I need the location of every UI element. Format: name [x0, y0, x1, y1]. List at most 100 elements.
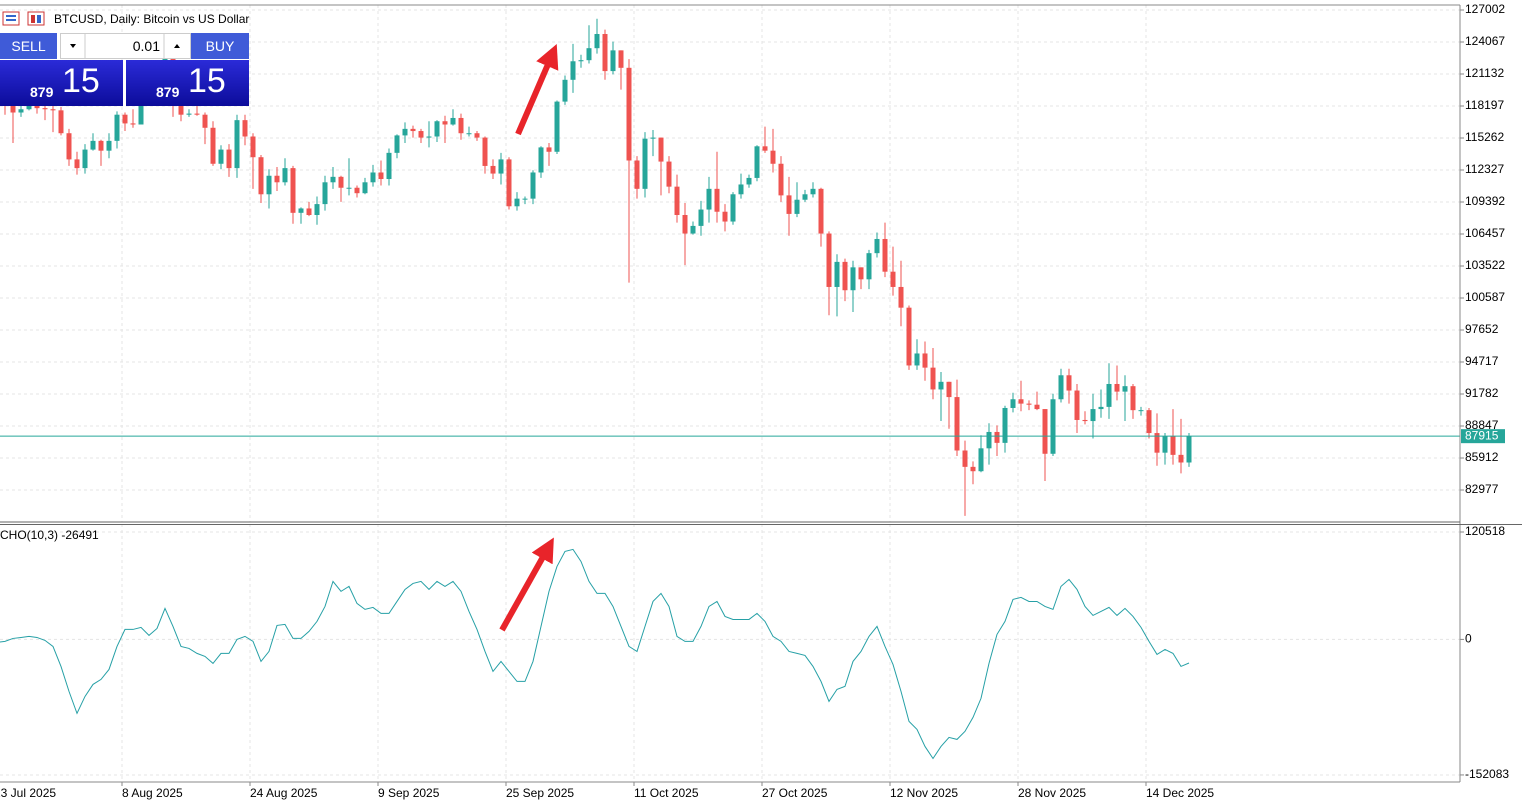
candle-body [730, 194, 736, 222]
candle-body [58, 110, 64, 134]
candle-body [546, 147, 552, 152]
candle-body [786, 195, 792, 214]
candle-body [1010, 399, 1016, 408]
icon [27, 11, 45, 26]
buy-button[interactable]: BUY [191, 33, 249, 59]
candle-body [1146, 410, 1152, 434]
x-tick-label: 11 Oct 2025 [634, 786, 699, 800]
candle-body [306, 208, 312, 215]
candle-body [650, 137, 656, 139]
candle-body [1114, 383, 1120, 392]
candle-body [122, 114, 128, 124]
candle-body [874, 238, 880, 254]
sell-button[interactable]: SELL [0, 33, 57, 59]
candle-body [1130, 386, 1136, 411]
indicator-label: CHO(10,3) -26491 [0, 528, 99, 542]
candle-body [450, 117, 456, 125]
candle-body [482, 137, 488, 166]
candle-body [970, 466, 976, 472]
candle-body [506, 159, 512, 207]
y-tick-label: 121132 [1465, 66, 1504, 80]
y-tick-label: -152083 [1465, 767, 1509, 781]
candle-body [634, 160, 640, 189]
candle-body [82, 149, 88, 169]
candle-body [410, 128, 416, 132]
price-pips: 15 [188, 62, 226, 100]
y-tick-label: 109392 [1465, 194, 1505, 208]
icon [31, 15, 35, 23]
candle-body [218, 149, 224, 164]
volume-arrows [70, 34, 180, 58]
y-tick-label: 112327 [1465, 162, 1504, 176]
candle-body [778, 163, 784, 196]
icon [6, 19, 16, 21]
icon [2, 11, 20, 26]
x-tick-label: 8 Aug 2025 [122, 786, 183, 800]
buy-price[interactable]: 879 15 [126, 60, 249, 106]
price-label: 87915 [1465, 428, 1499, 442]
y-tick-label: 100587 [1465, 290, 1505, 304]
y-tick-label: 82977 [1465, 482, 1499, 496]
volume-box[interactable]: 0.01 [60, 33, 191, 59]
candle-body [938, 381, 944, 390]
x-tick-label: 24 Aug 2025 [250, 786, 318, 800]
candle-body [458, 117, 464, 134]
candle-body [490, 165, 496, 174]
candle-body [1002, 407, 1008, 443]
candle-body [882, 238, 888, 272]
price-pips: 15 [62, 62, 100, 100]
candle-body [954, 397, 960, 451]
x-tick-label: 28 Nov 2025 [1018, 786, 1086, 800]
candle-body [1122, 386, 1128, 392]
candle-body [338, 176, 344, 188]
y-tick-label: 94717 [1465, 354, 1499, 368]
candle-body [250, 136, 256, 158]
candle-body [738, 184, 744, 195]
sell-price[interactable]: 879 15 [0, 60, 123, 106]
candle-body [530, 172, 536, 199]
candle-body [642, 138, 648, 189]
candle-body [130, 123, 136, 125]
candle-body [1042, 409, 1048, 454]
candle-body [826, 233, 832, 287]
candle-body [466, 133, 472, 135]
candle-body [258, 157, 264, 195]
price-main: 879 [156, 84, 180, 100]
candle-body [658, 137, 664, 162]
y-tick-label: 106457 [1465, 226, 1505, 240]
y-tick-label: 97652 [1465, 322, 1499, 336]
candle-body [1106, 383, 1112, 407]
candle-body [810, 188, 816, 195]
y-tick-label: 127002 [1465, 2, 1505, 16]
candle-body [1138, 410, 1144, 412]
candle-body [226, 149, 232, 169]
candle-body [626, 67, 632, 161]
candle-body [474, 133, 480, 138]
candle-body [930, 367, 936, 390]
arrow-down[interactable] [70, 44, 76, 48]
candle-body [1178, 454, 1184, 463]
candle-body [1154, 433, 1160, 453]
candle-body [434, 121, 440, 137]
candle-body [194, 113, 200, 115]
y-tick-label: 91782 [1465, 386, 1499, 400]
candle-body [714, 188, 720, 212]
candle-body [322, 182, 328, 205]
candle-body [962, 450, 968, 467]
candle-body [1050, 399, 1056, 454]
candle-body [402, 128, 408, 136]
candle-body [858, 267, 864, 280]
candle-body [106, 140, 112, 151]
candle-body [986, 431, 992, 449]
y-tick-label: 118197 [1465, 98, 1504, 112]
candle-body [1098, 406, 1104, 410]
candle-body [866, 253, 872, 280]
candle-body [850, 267, 856, 291]
arrow-up[interactable] [174, 44, 180, 48]
indicator-value: -26491 [61, 528, 99, 542]
candle-body [562, 79, 568, 102]
candle-body [210, 127, 216, 164]
candle-body [610, 50, 616, 72]
candle-body [834, 261, 840, 287]
